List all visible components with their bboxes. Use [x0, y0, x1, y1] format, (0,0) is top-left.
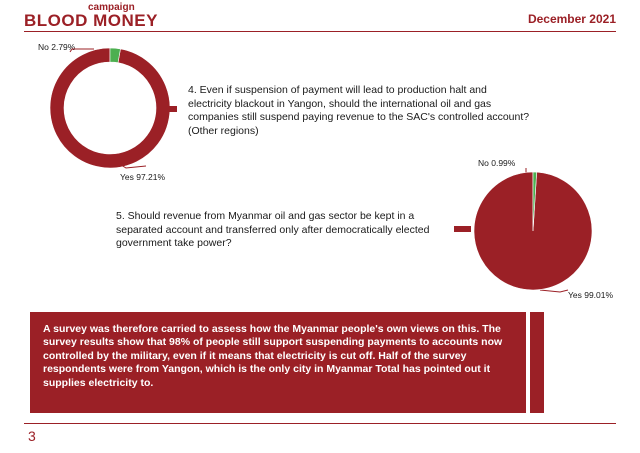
- donut-no-callout: [69, 48, 94, 53]
- summary-side-bar: [530, 312, 544, 413]
- pie-yes-callout: [539, 289, 569, 293]
- question-4-text: 4. Even if suspension of payment will le…: [188, 84, 530, 137]
- question-5-connector: [454, 226, 471, 232]
- question-5-text: 5. Should revenue from Myanmar oil and g…: [116, 210, 430, 250]
- donut-slice-yes: [49, 47, 171, 169]
- donut-no-label: No 2.79%: [38, 42, 76, 52]
- report-date: December 2021: [527, 12, 616, 26]
- summary-box: A survey was therefore carried to assess…: [30, 312, 526, 413]
- brand-campaign: campaign: [88, 2, 135, 13]
- donut-slice-no: [109, 47, 121, 64]
- summary-text: A survey was therefore carried to assess…: [43, 323, 503, 389]
- donut-chart-question-4: [49, 47, 171, 169]
- header-rule: [24, 31, 616, 32]
- footer-rule: [24, 423, 616, 424]
- brand-title: BLOOD MONEY: [24, 11, 158, 30]
- pie-slice-no: [532, 171, 537, 232]
- pie-yes-label: Yes 99.01%: [568, 290, 614, 300]
- donut-yes-label: Yes 97.21%: [120, 172, 166, 182]
- donut-yes-callout: [117, 162, 147, 169]
- pie-no-label: No 0.99%: [478, 158, 516, 168]
- question-4-connector: [160, 106, 177, 112]
- page-number: 3: [28, 428, 36, 444]
- pie-chart-question-5: [473, 171, 593, 291]
